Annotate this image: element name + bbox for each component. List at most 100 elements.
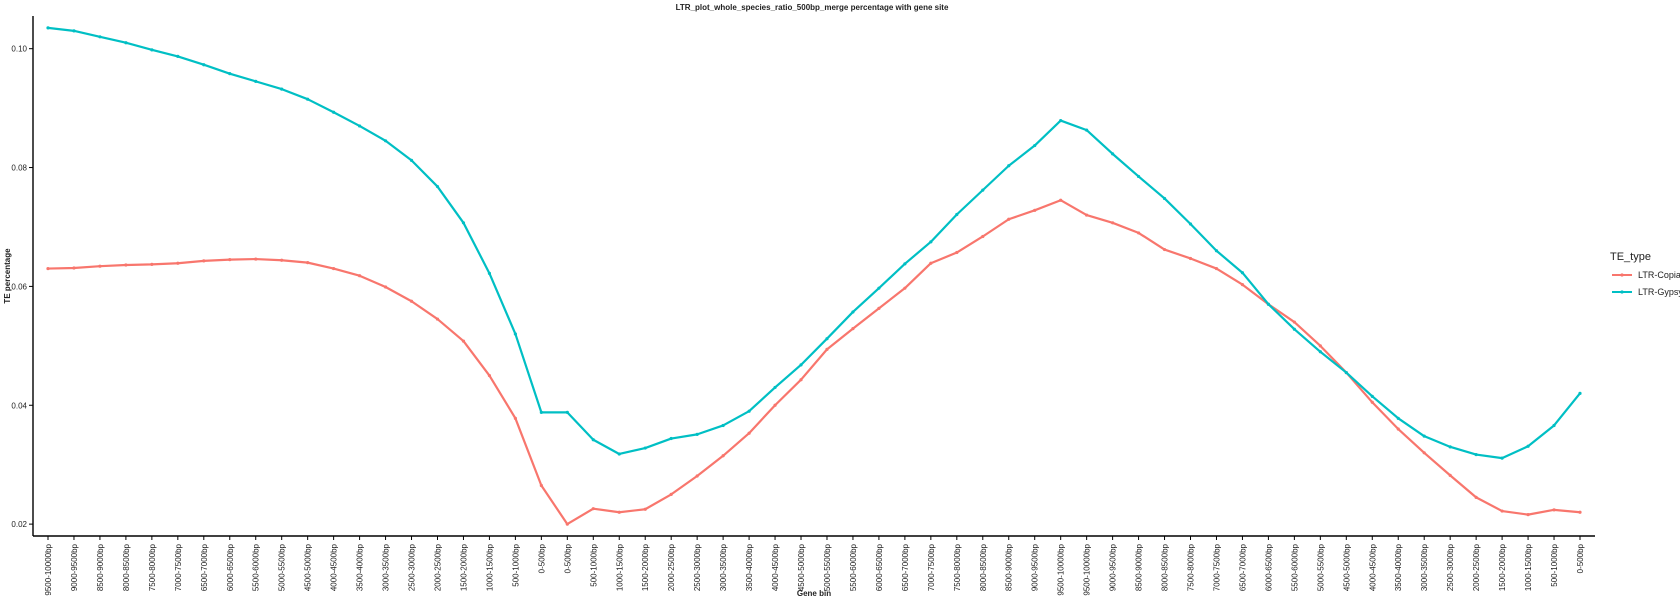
- data-point: [409, 158, 414, 163]
- data-point: [1007, 217, 1011, 221]
- data-point: [72, 266, 76, 270]
- data-point: [280, 87, 284, 91]
- data-point: [383, 285, 388, 289]
- data-point: [747, 431, 751, 435]
- x-tick-label: 8000-8500bp: [122, 543, 131, 591]
- data-point: [1059, 198, 1063, 202]
- data-point: [565, 410, 569, 414]
- x-axis-ticks: 9500-10000bp 9000-9500bp 8500-9000bp 8000-8…: [44, 536, 1585, 596]
- data-point: [1214, 266, 1219, 271]
- x-tick-label: 5000-5500bp: [823, 543, 832, 591]
- series-ltr-gypsy: [46, 26, 1582, 460]
- x-tick-label: 9500-10000bp: [1057, 543, 1066, 595]
- data-point: [124, 263, 128, 267]
- data-point: [695, 432, 699, 436]
- x-tick-label: 1500-2000bp: [641, 543, 650, 591]
- x-tick-label: 0-500bp: [563, 543, 572, 573]
- data-point: [539, 410, 543, 414]
- x-tick-label: 6000-6500bp: [226, 543, 235, 591]
- data-point: [1474, 452, 1478, 457]
- data-point: [799, 378, 803, 382]
- x-tick-label: 8000-8500bp: [979, 543, 988, 591]
- data-point: [254, 257, 258, 261]
- data-point: [1214, 249, 1219, 253]
- data-point: [1448, 473, 1452, 477]
- x-tick-label: 1000-1500bp: [615, 543, 624, 591]
- data-point: [1266, 302, 1271, 306]
- data-point: [150, 262, 154, 267]
- data-point: [228, 72, 232, 76]
- data-point: [1500, 456, 1504, 460]
- x-tick-label: 4500-5000bp: [304, 543, 313, 591]
- x-tick-label: 4000-4500bp: [771, 543, 780, 591]
- x-tick-label: 5000-5500bp: [1316, 543, 1325, 591]
- data-point: [877, 306, 881, 310]
- x-tick-label: 4000-4500bp: [330, 543, 339, 591]
- x-tick-label: 9000-9500bp: [1109, 543, 1118, 591]
- data-point: [825, 337, 829, 341]
- x-tick-label: 2500-3000bp: [1446, 543, 1455, 591]
- x-tick-label: 7500-8000bp: [1187, 543, 1196, 591]
- y-tick-label: 0.02: [11, 520, 27, 529]
- x-tick-label: 6500-7000bp: [901, 543, 910, 591]
- data-point: [747, 409, 751, 413]
- x-tick-label: 3000-3500bp: [719, 543, 728, 591]
- x-tick-label: 8500-9000bp: [1005, 543, 1014, 591]
- x-tick-label: 6500-7000bp: [200, 543, 209, 591]
- chart-title: LTR_plot_whole_species_ratio_500bp_merge…: [676, 3, 949, 12]
- series-line: [47, 199, 1581, 526]
- x-tick-label: 6500-7000bp: [1238, 543, 1247, 591]
- y-axis-ticks: 0.02 0.04 0.06 0.08 0.10: [11, 45, 33, 529]
- data-point: [150, 48, 154, 52]
- data-point: [695, 474, 699, 478]
- data-point: [1396, 416, 1400, 420]
- x-tick-label: 9000-9500bp: [70, 543, 79, 591]
- x-tick-label: 3000-3500bp: [1420, 543, 1429, 591]
- data-point: [773, 385, 777, 390]
- data-point: [435, 317, 440, 321]
- x-tick-label: 5500-6000bp: [849, 543, 858, 591]
- x-tick-label: 6000-6500bp: [875, 543, 884, 591]
- data-point: [825, 347, 829, 351]
- legend-key-point: [1620, 273, 1624, 277]
- data-point: [1136, 174, 1141, 179]
- data-point: [1085, 213, 1089, 217]
- legend-title: TE_type: [1610, 251, 1651, 263]
- data-point: [877, 286, 881, 290]
- data-point: [955, 212, 959, 217]
- x-tick-label: 3500-4000bp: [356, 543, 365, 591]
- x-tick-label: 500-1000bp: [1550, 543, 1559, 586]
- data-point: [357, 124, 362, 128]
- x-tick-label: 7500-8000bp: [953, 543, 962, 591]
- x-tick-label: 1500-2000bp: [1498, 543, 1507, 591]
- data-point: [280, 258, 284, 262]
- x-tick-label: 4500-5000bp: [797, 543, 806, 591]
- data-point: [1500, 509, 1504, 513]
- data-point: [46, 26, 50, 30]
- legend: TE_type LTR-Copia LTR-Gypsy: [1610, 251, 1680, 297]
- data-point: [799, 363, 803, 367]
- y-axis-title: TE percentage: [3, 248, 12, 304]
- data-point: [669, 436, 673, 441]
- x-tick-label: 5000-5500bp: [278, 543, 287, 591]
- data-point: [1136, 231, 1141, 235]
- data-point: [513, 332, 517, 336]
- data-point: [1552, 423, 1556, 428]
- x-tick-label: 7000-7500bp: [927, 543, 936, 591]
- data-point: [1422, 451, 1426, 455]
- data-point: [1111, 221, 1115, 225]
- data-point: [1448, 445, 1452, 449]
- series-layer: [46, 26, 1582, 526]
- data-point: [228, 258, 232, 262]
- data-point: [1552, 508, 1556, 512]
- data-point: [643, 507, 647, 511]
- data-point: [539, 483, 543, 488]
- data-point: [202, 63, 206, 67]
- data-point: [1188, 256, 1193, 261]
- x-tick-label: 500-1000bp: [589, 543, 598, 586]
- x-tick-label: 8500-9000bp: [1135, 543, 1144, 591]
- legend-items: LTR-Copia LTR-Gypsy: [1612, 270, 1680, 297]
- data-point: [435, 184, 440, 189]
- x-tick-label: 7000-7500bp: [1212, 543, 1221, 591]
